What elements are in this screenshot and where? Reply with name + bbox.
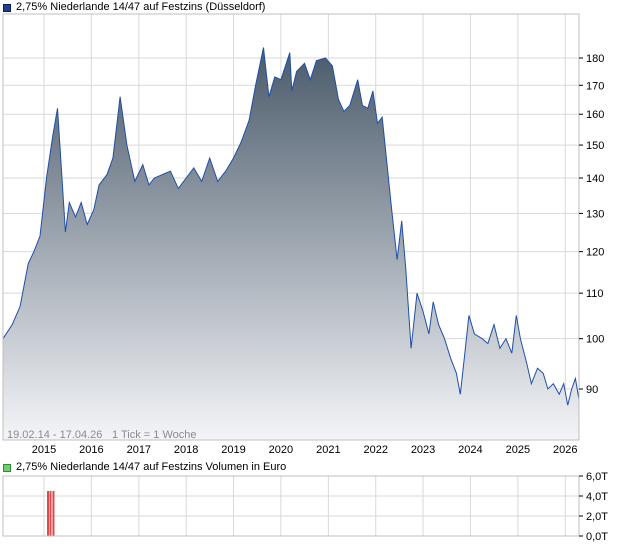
- x-tick-label: 2019: [221, 444, 245, 456]
- legend-swatch-volume: [3, 463, 11, 472]
- volume-y-tick-label: 4,0T: [586, 491, 608, 503]
- x-tick-label: 2026: [553, 444, 577, 456]
- x-tick-label: 2025: [506, 444, 530, 456]
- price-y-tick-label: 120: [586, 247, 604, 259]
- x-tick-label: 2017: [127, 444, 151, 456]
- price-series: [2, 47, 580, 440]
- date-range-label: 19.02.14 - 17.04.26: [7, 429, 102, 441]
- price-y-tick-label: 100: [586, 334, 604, 346]
- legend-volume-label: 2,75% Niederlande 14/47 auf Festzins Vol…: [16, 461, 287, 473]
- x-axis: 2015 2016 2017 2018 2019 2020 2021 2022 2023 2024…: [32, 444, 578, 456]
- volume-y-tick-label: 0,0T: [586, 531, 608, 543]
- price-y-tick-label: 110: [586, 288, 604, 300]
- volume-bar: [52, 491, 55, 536]
- price-plot-frame: [2, 13, 580, 441]
- volume-frame: [2, 475, 580, 537]
- volume-plot-frame: [2, 475, 580, 537]
- x-tick-label: 2023: [411, 444, 435, 456]
- volume-y-tick-label: 2,0T: [586, 511, 608, 523]
- volume-y-axis: 0,0T 2,0T 4,0T 6,0T: [579, 471, 608, 543]
- price-y-tick-label: 130: [586, 208, 604, 220]
- x-tick-label: 2018: [174, 444, 198, 456]
- price-y-tick-label: 150: [586, 140, 604, 152]
- price-area-fill: [3, 47, 579, 440]
- volume-bar: [49, 491, 52, 536]
- volume-bar: [47, 491, 50, 536]
- price-line: [2, 47, 580, 406]
- price-y-axis: 90 100 110 120 130 140 150 160 170 180: [579, 53, 604, 396]
- x-tick-label: 2022: [363, 444, 387, 456]
- price-y-tick-label: 170: [586, 80, 604, 92]
- tick-info-label: 1 Tick = 1 Woche: [112, 429, 196, 441]
- price-y-tick-label: 140: [586, 173, 604, 185]
- legend-main: 2,75% Niederlande 14/47 auf Festzins (Dü…: [3, 1, 265, 14]
- legend-swatch-price: [3, 3, 11, 12]
- x-tick-label: 2020: [269, 444, 293, 456]
- legend-main-label: 2,75% Niederlande 14/47 auf Festzins (Dü…: [16, 1, 266, 13]
- x-tick-label: 2021: [316, 444, 340, 456]
- legend-volume: 2,75% Niederlande 14/47 auf Festzins Vol…: [3, 461, 286, 474]
- volume-gridlines: [3, 475, 579, 537]
- x-tick-label: 2024: [458, 444, 482, 456]
- price-y-tick-label: 160: [586, 109, 604, 121]
- x-tick-label: 2015: [32, 444, 56, 456]
- price-y-tick-label: 90: [586, 384, 598, 396]
- price-y-tick-label: 180: [586, 53, 604, 65]
- price-frame: [2, 13, 580, 441]
- volume-bars: [47, 491, 55, 536]
- volume-y-tick-label: 6,0T: [586, 471, 608, 483]
- x-tick-label: 2016: [79, 444, 103, 456]
